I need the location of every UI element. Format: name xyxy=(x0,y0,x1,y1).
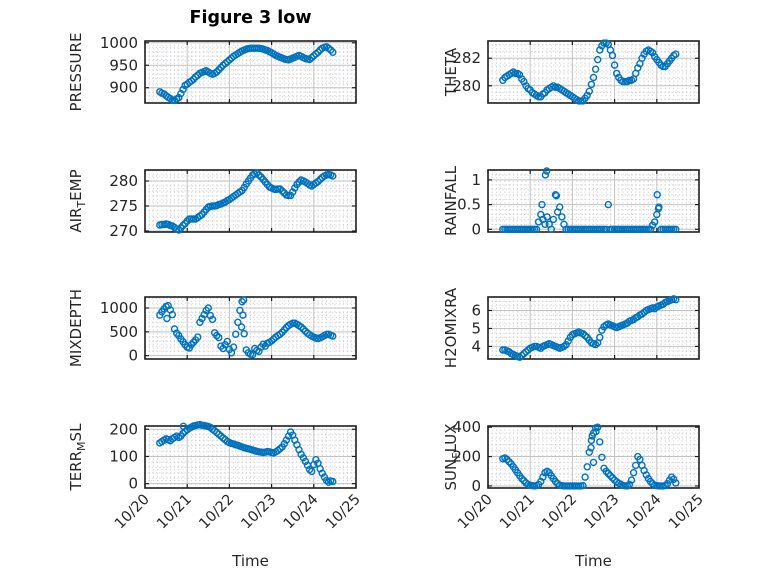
svg-text:10/21: 10/21 xyxy=(497,492,538,533)
svg-text:200: 200 xyxy=(109,420,138,438)
svg-text:0: 0 xyxy=(471,477,481,495)
minor-grid xyxy=(145,170,356,232)
svg-text:270: 270 xyxy=(109,222,138,240)
svg-text:400: 400 xyxy=(452,418,481,436)
subplot-airtemp: 270 275 280 xyxy=(109,169,357,240)
svg-text:1000: 1000 xyxy=(100,34,138,52)
figure-title: Figure 3 low xyxy=(189,8,312,28)
subplot-terrmsl: 0 100 200 10/20 10/21 10/22 10/23 10/24 10/25 xyxy=(109,420,363,532)
data-points xyxy=(156,420,337,486)
y-tick-labels: 0 200 400 xyxy=(452,418,481,495)
major-grid xyxy=(488,297,699,359)
svg-text:4: 4 xyxy=(471,337,481,355)
y-tick-labels: 00.51 xyxy=(457,171,481,238)
ylabel-sunflux: SUNFLUX xyxy=(442,423,463,491)
subplot-sunflux: 0 200 400 10/20 10/21 10/22 10/23 10/24 10/25 xyxy=(452,418,706,532)
tick-marks xyxy=(487,426,700,488)
svg-text:200: 200 xyxy=(452,448,481,466)
svg-text:10/25: 10/25 xyxy=(323,492,364,533)
svg-text:0: 0 xyxy=(128,347,138,365)
tick-marks xyxy=(144,170,357,232)
svg-text:6: 6 xyxy=(471,301,481,319)
svg-text:0: 0 xyxy=(471,220,481,238)
svg-text:10/22: 10/22 xyxy=(539,492,580,533)
axes-frame xyxy=(144,296,357,360)
svg-text:100: 100 xyxy=(109,447,138,465)
svg-text:282: 282 xyxy=(452,49,481,67)
major-grid xyxy=(145,297,356,359)
svg-text:900: 900 xyxy=(109,79,138,97)
minor-grid xyxy=(488,170,699,232)
data-points xyxy=(499,295,680,361)
data-points xyxy=(156,43,337,105)
y-tick-labels: 456 xyxy=(471,301,481,355)
tick-marks xyxy=(487,170,700,232)
tick-marks xyxy=(487,41,700,103)
svg-text:950: 950 xyxy=(109,56,138,74)
tick-marks xyxy=(487,297,700,359)
svg-text:10/24: 10/24 xyxy=(624,492,665,533)
svg-text:10/23: 10/23 xyxy=(582,492,623,533)
svg-text:10/25: 10/25 xyxy=(666,492,707,533)
axes-frame xyxy=(144,40,357,104)
svg-text:5: 5 xyxy=(471,319,481,337)
svg-text:10/21: 10/21 xyxy=(154,492,195,533)
data-points xyxy=(156,296,337,359)
axes-frame xyxy=(487,40,700,104)
svg-text:1000: 1000 xyxy=(100,299,138,317)
data-points xyxy=(499,423,680,490)
svg-text:0: 0 xyxy=(128,475,138,493)
svg-text:10/20: 10/20 xyxy=(112,492,153,533)
subplot-theta: 280 282 xyxy=(452,39,700,105)
svg-text:280: 280 xyxy=(452,77,481,95)
tick-marks xyxy=(144,41,357,103)
axes-frame xyxy=(487,169,700,233)
svg-text:1: 1 xyxy=(471,171,481,189)
major-grid xyxy=(488,170,699,232)
tick-marks xyxy=(144,426,357,488)
xlabel-time-left: Time xyxy=(232,552,269,570)
data-points xyxy=(499,39,680,105)
y-tick-labels: 0 100 200 xyxy=(109,420,138,492)
ylabel-terrmsl: TERRMSL xyxy=(67,423,88,491)
major-grid xyxy=(145,426,356,488)
x-tick-labels: 10/20 10/21 10/22 10/23 10/24 10/25 xyxy=(455,492,707,533)
axes-frame xyxy=(144,169,357,233)
y-tick-labels: 0 500 1000 xyxy=(100,299,138,365)
svg-text:275: 275 xyxy=(109,197,138,215)
svg-text:500: 500 xyxy=(109,323,138,341)
subplot-h2omixra: 456 xyxy=(471,295,700,361)
subplot-pressure: 900 950 1000 xyxy=(100,34,357,105)
data-points xyxy=(156,169,337,234)
x-tick-labels: 10/20 10/21 10/22 10/23 10/24 10/25 xyxy=(112,492,364,533)
data-points xyxy=(499,167,680,234)
svg-text:10/24: 10/24 xyxy=(281,492,322,533)
xlabel-time-right: Time xyxy=(575,552,612,570)
svg-text:10/23: 10/23 xyxy=(239,492,280,533)
y-tick-labels: 900 950 1000 xyxy=(100,34,138,97)
subplot-mixdepth: 0 500 1000 xyxy=(100,296,357,365)
y-tick-labels: 280 282 xyxy=(452,49,481,95)
subplot-rainfall: 00.51 xyxy=(457,167,700,238)
svg-text:10/22: 10/22 xyxy=(196,492,237,533)
svg-text:280: 280 xyxy=(109,172,138,190)
svg-text:0.5: 0.5 xyxy=(457,196,481,214)
y-tick-labels: 270 275 280 xyxy=(109,172,138,240)
